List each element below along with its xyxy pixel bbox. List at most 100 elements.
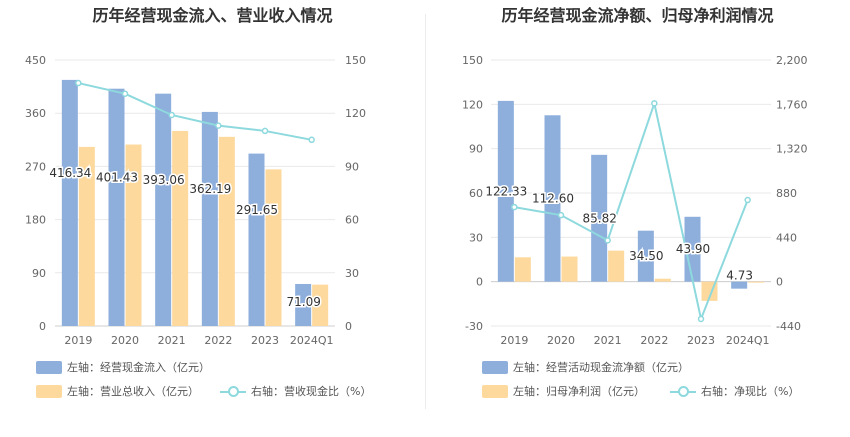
bar-data-label: 122.33: [485, 184, 527, 198]
bar-secondary: [265, 169, 282, 326]
x-tick-label: 2021: [594, 334, 622, 347]
legend-item-cash-inflow[interactable]: 左轴：经营现金流入（亿元）: [36, 359, 210, 375]
bar-data-label: 4.73: [726, 269, 753, 283]
bar-primary: [201, 111, 218, 327]
y-left-tick-label: 0: [476, 276, 483, 289]
y-left-tick-label: 270: [25, 160, 46, 173]
y-right-tick-label: 1,320: [776, 143, 808, 156]
ratio-point: [261, 127, 269, 135]
x-tick-label: 2022: [640, 334, 668, 347]
legend-item-net-operating-cash[interactable]: 左轴：经营活动现金流净额（亿元）: [482, 359, 689, 375]
y-right-tick-label: -440: [776, 320, 801, 333]
ratio-point: [744, 196, 751, 204]
legend-item-revenue[interactable]: 左轴：营业总收入（亿元）: [36, 383, 199, 399]
y-left-tick-label: 0: [39, 320, 46, 333]
ratio-point: [651, 100, 658, 107]
ratio-point: [168, 111, 175, 119]
x-tick-label: 2023: [251, 334, 279, 347]
y-right-tick-label: 30: [345, 267, 359, 280]
bar-data-label: 34.50: [629, 249, 663, 263]
bar-secondary: [654, 278, 671, 282]
bar-secondary: [608, 250, 625, 282]
ratio-line: [78, 82, 312, 141]
legend-label: 左轴：经营活动现金流净额（亿元）: [513, 361, 689, 374]
legend-label: 左轴：经营现金流入（亿元）: [67, 361, 210, 374]
bar-primary: [497, 100, 514, 282]
y-left-tick-label: 150: [462, 54, 483, 67]
y-left-tick-label: 30: [469, 231, 483, 244]
y-left-tick-label: 90: [469, 143, 483, 156]
bar-data-label: 416.34: [49, 166, 91, 180]
legend-label: 右轴：净现比（%）: [701, 385, 800, 398]
ratio-point: [215, 122, 222, 129]
bar-data-label: 71.09: [286, 295, 320, 309]
legend-item-revenue-cash-ratio[interactable]: 右轴：营收现金比（%）: [220, 383, 371, 399]
ratio-point: [75, 79, 82, 87]
bar-primary: [295, 283, 312, 326]
legend-item-cash-profit-ratio[interactable]: 右轴：净现比（%）: [670, 383, 799, 399]
x-tick-label: 2020: [111, 334, 139, 347]
bar-primary: [61, 79, 78, 327]
bar-primary: [108, 88, 125, 326]
bar-data-label: 85.82: [582, 211, 616, 225]
right-chart-svg: -30 0 30 60 90 120 150 -440 0 440 880 1,320 1,760 2,2…: [462, 54, 808, 347]
y-right-tick-label: 0: [776, 276, 783, 289]
legend-label: 左轴：营业总收入（亿元）: [67, 385, 199, 398]
legend-swatch-blue: [482, 360, 508, 374]
bar-data-label: 362.19: [189, 182, 231, 196]
right-chart-panel: 历年经营现金流净额、归母净利润情况 -30 0 30 60 90 120 150 -440 0 4…: [425, 0, 850, 437]
bar-primary: [544, 115, 561, 282]
left-chart-title: 历年经营现金流入、营业收入情况: [92, 6, 333, 25]
ratio-point: [308, 136, 315, 144]
bar-secondary: [312, 284, 329, 326]
x-tick-label: 2024Q1: [290, 334, 334, 347]
bar-primary: [591, 154, 608, 282]
y-right-tick-label: 2,200: [776, 54, 808, 67]
bar-secondary: [514, 257, 531, 282]
ratio-point: [121, 90, 129, 97]
right-chart-title: 历年经营现金流净额、归母净利润情况: [501, 6, 774, 25]
legend-item-net-profit[interactable]: 左轴：归母净利润（亿元）: [482, 383, 645, 399]
legend-swatch-blue: [36, 360, 62, 374]
legend-swatch-orange: [482, 384, 508, 398]
y-left-tick-label: 120: [462, 98, 483, 111]
left-chart-panel: 历年经营现金流入、营业收入情况 0 90 180 270 360 450 0 30 60 90 12…: [25, 6, 371, 399]
bar-secondary: [218, 136, 235, 326]
panel-divider: [425, 14, 426, 409]
bar-primary: [155, 93, 172, 326]
bar-secondary: [125, 144, 142, 326]
y-left-tick-label: 180: [25, 214, 46, 227]
y-left-tick-label: 360: [25, 107, 46, 120]
ratio-point: [604, 237, 611, 244]
x-tick-label: 2019: [500, 334, 528, 347]
bar-secondary: [748, 281, 765, 283]
bar-secondary: [172, 130, 189, 326]
bar-data-label: 112.60: [532, 191, 574, 205]
y-left-tick-label: -30: [465, 320, 483, 333]
y-left-tick-label: 450: [25, 54, 46, 67]
x-tick-label: 2021: [158, 334, 186, 347]
bar-secondary: [78, 146, 95, 326]
x-tick-label: 2019: [64, 334, 92, 347]
bar-primary: [731, 281, 748, 289]
left-chart-svg: 0 90 180 270 360 450 0 30 60 90 120 150 2019 2020 2021…: [25, 54, 366, 347]
y-right-tick-label: 440: [776, 231, 797, 244]
y-right-tick-label: 90: [345, 160, 359, 173]
x-tick-label: 2020: [547, 334, 575, 347]
y-right-tick-label: 880: [776, 187, 797, 200]
bar-data-label: 393.06: [143, 173, 185, 187]
bar-primary: [637, 230, 654, 282]
bar-primary: [248, 153, 265, 326]
x-tick-label: 2023: [687, 334, 715, 347]
legend-label: 右轴：营收现金比（%）: [251, 385, 372, 398]
ratio-point: [511, 203, 518, 211]
y-right-tick-label: 0: [345, 320, 352, 333]
bar-data-label: 43.90: [676, 242, 710, 256]
y-right-tick-label: 120: [345, 107, 366, 120]
y-right-tick-label: 150: [345, 54, 366, 67]
ratio-point: [697, 315, 705, 323]
ratio-point: [557, 211, 565, 219]
legend-label: 左轴：归母净利润（亿元）: [513, 385, 645, 398]
y-left-tick-label: 90: [32, 267, 46, 280]
